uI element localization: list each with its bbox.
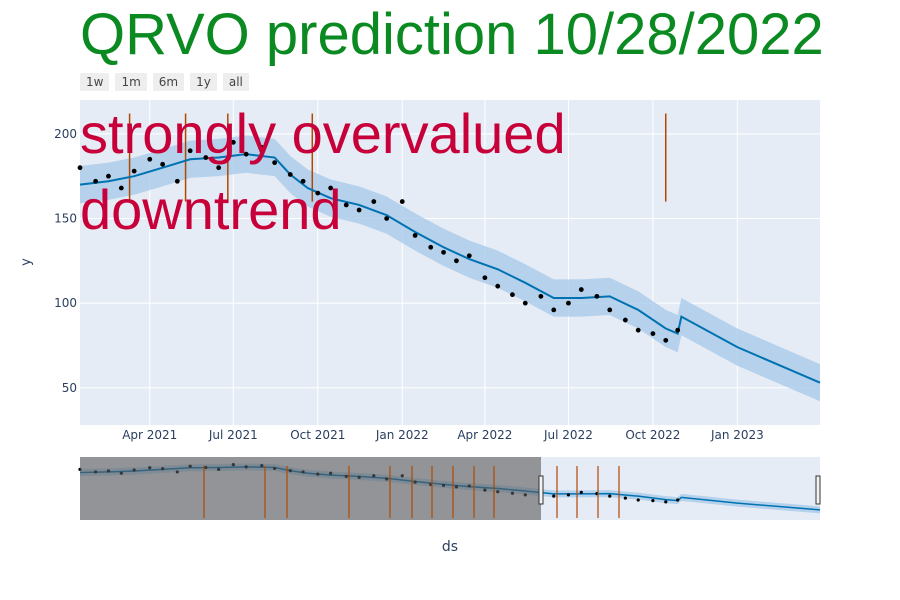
actual-point xyxy=(187,148,193,154)
slider-point xyxy=(676,498,680,502)
y-axis-ticks: 50 100 150 200 xyxy=(54,127,77,395)
chart-title: QRVO prediction 10/28/2022 xyxy=(80,2,824,67)
actual-point xyxy=(663,337,669,343)
actual-point xyxy=(594,293,600,299)
range-slider[interactable] xyxy=(78,457,821,520)
slider-left-handle[interactable] xyxy=(538,475,544,505)
x-tick-label: Jul 2022 xyxy=(543,428,593,442)
actual-point xyxy=(635,327,641,333)
forecast-line xyxy=(79,153,821,384)
y-tick-label: 150 xyxy=(54,211,77,225)
slider-point xyxy=(579,490,583,494)
slider-point xyxy=(552,494,556,498)
x-tick-label: Oct 2022 xyxy=(625,428,680,442)
actual-point xyxy=(522,300,528,306)
slider-point xyxy=(664,500,668,504)
x-axis-ticks: Apr 2021 Jul 2021 Oct 2021 Jan 2022 Apr 2022… xyxy=(122,428,764,442)
x-tick-label: Apr 2022 xyxy=(457,428,512,442)
y-tick-label: 200 xyxy=(54,127,77,141)
actual-point xyxy=(551,307,557,313)
range-button-all[interactable]: all xyxy=(222,73,249,91)
actual-point xyxy=(259,144,265,150)
actual-point xyxy=(300,178,306,184)
actual-point xyxy=(93,178,99,184)
actual-point xyxy=(118,185,124,191)
actual-point xyxy=(566,300,571,306)
y-axis-label: y xyxy=(19,258,34,266)
actual-point xyxy=(510,292,515,298)
actual-point xyxy=(272,160,278,166)
range-button-1y[interactable]: 1y xyxy=(190,73,217,91)
y-tick-label: 50 xyxy=(62,381,77,395)
actual-point xyxy=(343,202,349,208)
actual-point xyxy=(441,249,446,255)
actual-point xyxy=(230,139,236,145)
actual-point xyxy=(466,253,472,259)
range-button-1m[interactable]: 1m xyxy=(115,73,147,91)
actual-point xyxy=(77,165,83,171)
actual-point xyxy=(650,331,656,336)
actual-point xyxy=(578,287,584,292)
uncertainty-band xyxy=(80,135,820,402)
grid-lines xyxy=(80,100,820,425)
range-selector: 1w 1m 6m 1y all xyxy=(80,73,249,91)
actual-point xyxy=(287,172,293,177)
actual-point xyxy=(160,161,166,167)
changepoint-lines xyxy=(128,113,667,202)
actual-point xyxy=(203,155,209,160)
trend-annotation: downtrend xyxy=(80,178,342,241)
actual-point xyxy=(482,275,488,281)
slider-point xyxy=(651,499,655,503)
actual-point xyxy=(174,178,180,184)
actual-points xyxy=(77,139,681,343)
actual-point xyxy=(147,156,153,162)
slider-point xyxy=(566,493,571,497)
actual-point xyxy=(384,216,390,221)
actual-point xyxy=(356,207,362,213)
slider-point xyxy=(608,494,612,498)
x-tick-label: Apr 2021 xyxy=(122,428,177,442)
slider-right-handle[interactable] xyxy=(815,475,821,505)
actual-point xyxy=(495,283,501,289)
x-tick-label: Jan 2022 xyxy=(375,428,429,442)
x-axis-label: ds xyxy=(442,539,458,555)
actual-point xyxy=(428,244,434,250)
actual-point xyxy=(131,168,137,174)
slider-mask xyxy=(80,457,541,520)
actual-point xyxy=(243,151,249,157)
x-tick-label: Jul 2021 xyxy=(208,428,258,442)
valuation-annotation: strongly overvalued xyxy=(80,102,566,165)
slider-point xyxy=(636,498,640,502)
actual-point xyxy=(315,190,321,196)
range-button-1w[interactable]: 1w xyxy=(80,73,110,91)
actual-point xyxy=(399,199,405,204)
actual-point xyxy=(675,327,681,333)
actual-point xyxy=(412,233,418,238)
actual-point xyxy=(538,293,544,299)
actual-point xyxy=(216,165,222,171)
actual-point xyxy=(622,317,628,323)
actual-point xyxy=(106,173,111,179)
actual-point xyxy=(328,185,334,191)
forecast-band xyxy=(80,135,820,402)
x-tick-label: Oct 2021 xyxy=(290,428,345,442)
actual-point xyxy=(454,258,459,264)
y-tick-label: 100 xyxy=(54,296,77,310)
actual-point xyxy=(607,307,613,313)
x-tick-label: Jan 2023 xyxy=(710,428,764,442)
forecast-series-line xyxy=(79,153,821,384)
range-button-6m[interactable]: 6m xyxy=(152,73,185,91)
actual-point xyxy=(371,199,377,204)
slider-point xyxy=(623,496,627,500)
